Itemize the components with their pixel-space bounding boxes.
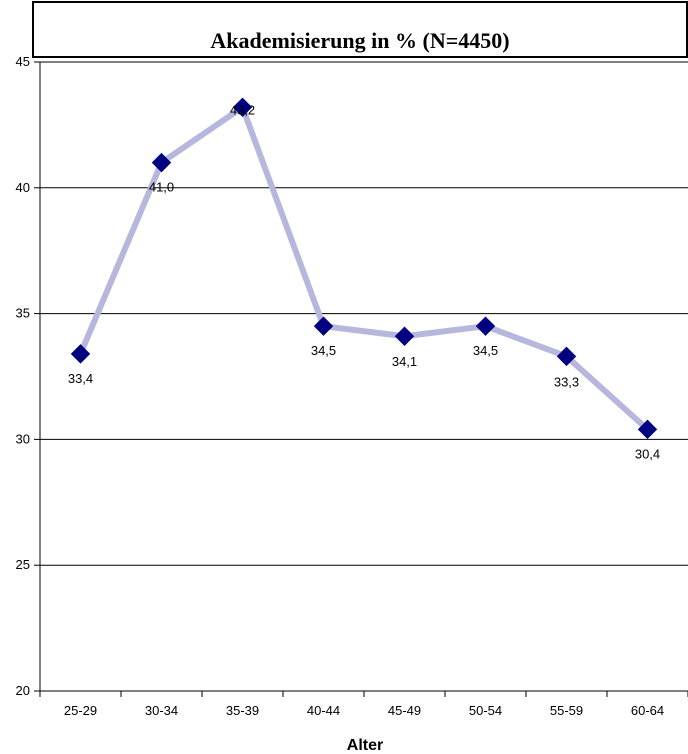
x-tick-label: 45-49 — [388, 703, 421, 718]
data-point-marker — [151, 152, 172, 173]
data-label: 34,5 — [311, 343, 336, 358]
y-axis-ticks: 20 25 30 35 40 45 — [16, 54, 40, 698]
data-point-marker — [394, 326, 415, 346]
data-point-marker — [556, 346, 577, 367]
x-tick-label: 35-39 — [226, 703, 259, 718]
data-label: 34,1 — [392, 354, 417, 369]
y-tick-label: 25 — [16, 557, 30, 572]
data-labels: 33,4 41,0 43,2 34,5 34,1 34,5 33,3 30,4 — [68, 102, 660, 461]
data-label: 34,5 — [473, 343, 498, 358]
x-tick-label: 50-54 — [469, 703, 502, 718]
y-tick-label: 20 — [16, 683, 30, 698]
data-label: 43,2 — [230, 102, 255, 117]
y-tick-label: 45 — [16, 54, 30, 69]
x-axis-title: Alter — [347, 737, 383, 754]
data-label: 33,3 — [554, 374, 579, 389]
x-axis-ticks: 25-29 30-34 35-39 40-44 45-49 50-54 55-59 60-64 — [39, 691, 688, 718]
data-point-marker — [232, 97, 253, 117]
x-tick-label: 30-34 — [145, 703, 178, 718]
data-label: 41,0 — [149, 180, 174, 195]
title-box: Akademisierung in % (N=4450) — [32, 1, 688, 58]
data-point-marker — [313, 316, 334, 336]
gridlines — [40, 61, 688, 566]
data-label: 30,4 — [635, 446, 660, 461]
data-label: 33,4 — [68, 371, 93, 386]
series-line — [77, 104, 651, 433]
data-point-marker — [70, 344, 91, 364]
series-markers — [70, 97, 658, 440]
y-tick-label: 35 — [16, 306, 30, 321]
x-tick-label: 55-59 — [550, 703, 583, 718]
y-tick-label: 30 — [16, 431, 30, 446]
chart-title: Akademisierung in % (N=4450) — [210, 28, 509, 53]
x-tick-label: 40-44 — [307, 703, 340, 718]
series-line-path — [77, 104, 651, 433]
x-tick-label: 60-64 — [631, 703, 664, 718]
data-point-marker — [637, 419, 658, 440]
x-tick-label: 25-29 — [64, 703, 97, 718]
data-point-marker — [475, 316, 496, 336]
y-tick-label: 40 — [16, 180, 30, 195]
